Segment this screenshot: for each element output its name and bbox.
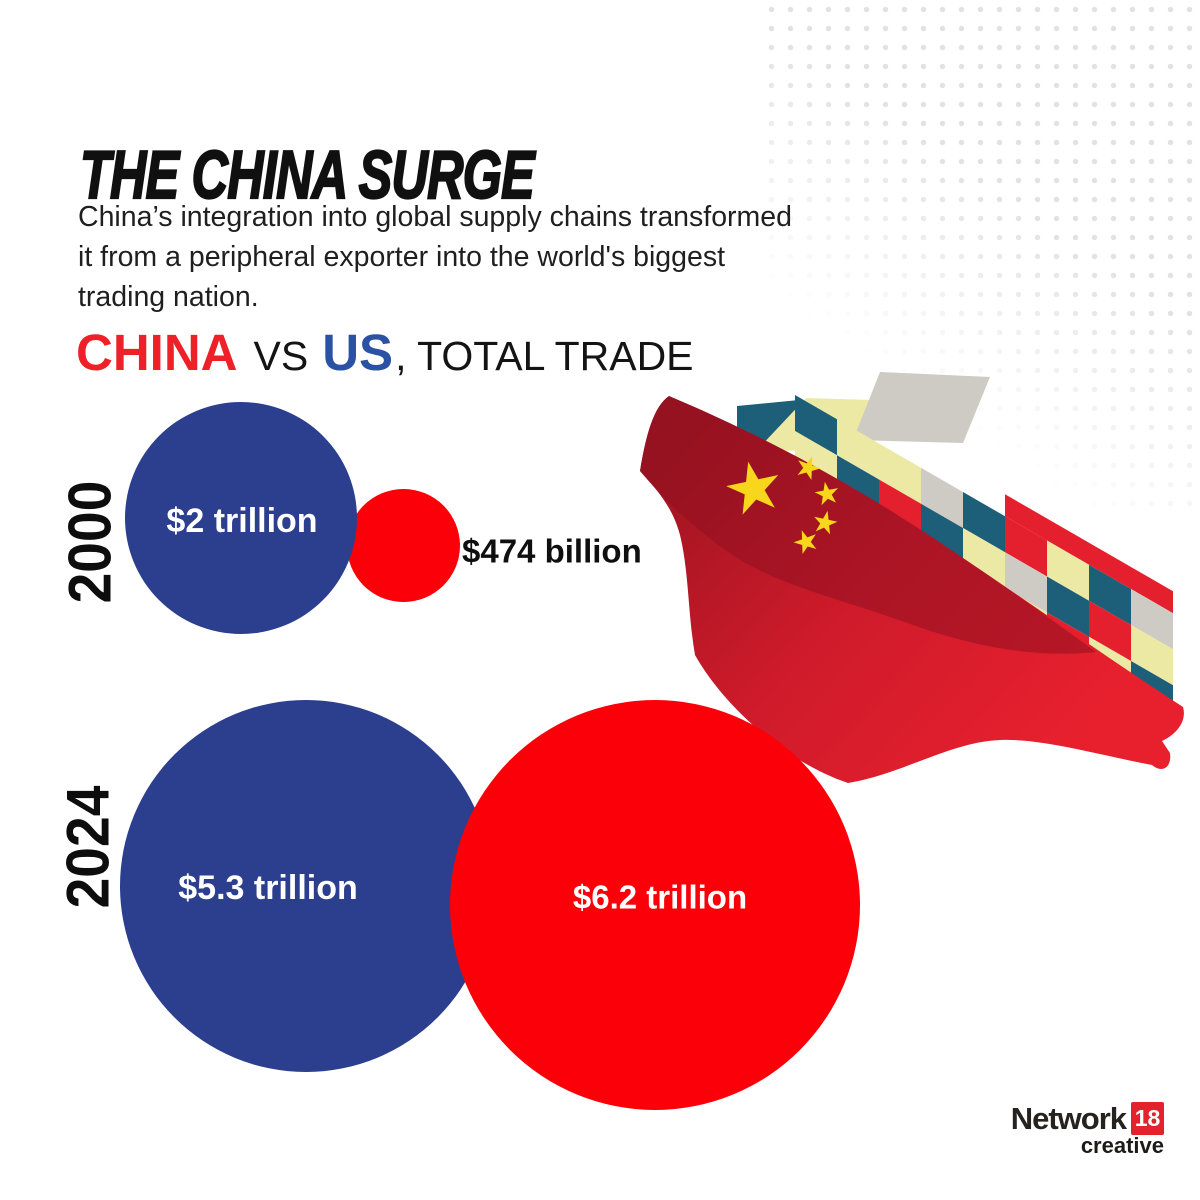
bubble-label-us-2000: $2 trillion [166,502,318,540]
bubble-label-china-2024: $6.2 trillion [572,878,748,916]
network18-creative-logo: Network 18 creative [1011,1102,1164,1157]
page-title: THE CHINA SURGE [79,136,535,213]
year-label-2000: 2000 [56,480,124,604]
cargo-ship-illustration [640,372,1184,783]
logo-18-badge: 18 [1131,1102,1164,1135]
bubble-us-2024 [120,700,492,1072]
logo-brand-text: Network [1010,1101,1127,1136]
bubble-china-2000 [347,489,460,602]
bubble-label-china-2000: $474 billion [462,532,642,570]
bubble-china-2024 [450,700,860,1110]
heading-vs: VS [253,333,309,379]
page-subtitle: China’s integration into global supply c… [78,200,792,313]
heading-suffix: , TOTAL TRADE [395,333,694,379]
ship-hull-shadow [640,396,1096,654]
year-label-2024: 2024 [54,785,122,909]
heading-us: US [322,324,394,381]
logo-creative-text: creative [1080,1133,1164,1158]
bubble-label-us-2024: $5.3 trillion [178,869,358,907]
bubble-us-2000 [125,402,357,634]
heading-china: CHINA [76,324,238,381]
chart-heading: CHINA VS US, TOTAL TRADE [76,327,694,378]
